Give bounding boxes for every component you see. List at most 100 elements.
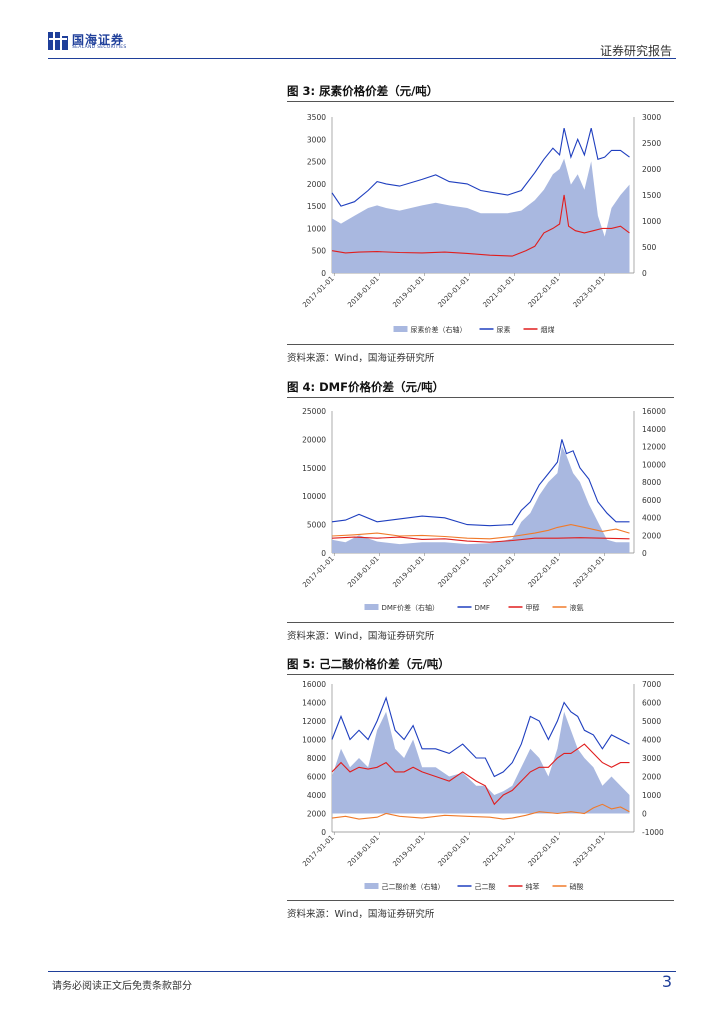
right-tick-label: 2000 <box>642 773 661 782</box>
figure-3-bottom-rule <box>287 344 674 345</box>
right-tick-label: 500 <box>642 243 657 252</box>
left-tick-label: 0 <box>321 549 326 558</box>
left-tick-label: 8000 <box>307 754 326 763</box>
x-tick-label: 2022-01-01 <box>527 555 561 589</box>
left-tick-label: 16000 <box>302 680 326 689</box>
left-tick-label: 15000 <box>302 464 326 473</box>
legend-label: 尿素 <box>497 325 511 334</box>
left-tick-label: 2000 <box>307 810 326 819</box>
figure-5-top-rule <box>287 674 674 675</box>
series-line <box>331 439 630 527</box>
right-tick-label: 4000 <box>642 514 661 523</box>
right-tick-label: 2000 <box>642 531 661 540</box>
figure-3-source: 资料来源：Wind，国海证券研究所 <box>287 353 435 364</box>
right-tick-label: 12000 <box>642 443 666 452</box>
right-tick-label: 3000 <box>642 754 661 763</box>
left-tick-label: 4000 <box>307 791 326 800</box>
right-tick-label: 16000 <box>642 407 666 416</box>
right-tick-label: 4000 <box>642 736 661 745</box>
legend-label: 液氨 <box>570 603 584 612</box>
series-line <box>331 803 630 820</box>
left-tick-label: 10000 <box>302 736 326 745</box>
right-tick-label: 0 <box>642 269 647 278</box>
right-tick-label: 0 <box>642 810 647 819</box>
series-line <box>331 696 630 778</box>
series-line <box>331 536 630 543</box>
right-tick-label: 7000 <box>642 680 661 689</box>
legend-label: 甲醇 <box>526 603 540 612</box>
x-tick-label: 2020-01-01 <box>436 834 470 868</box>
x-tick-label: 2021-01-01 <box>482 275 516 309</box>
legend-label: 己二酸 <box>475 882 496 891</box>
x-tick-label: 2018-01-01 <box>346 555 380 589</box>
figure-4-source: 资料来源：Wind，国海证券研究所 <box>287 631 435 642</box>
legend-swatch <box>364 883 379 889</box>
left-tick-label: 20000 <box>302 435 326 444</box>
figure-3-top-rule <box>287 101 674 102</box>
x-tick-label: 2023-01-01 <box>572 555 606 589</box>
logo-mark-icon <box>48 32 68 50</box>
figure-5-source: 资料来源：Wind，国海证券研究所 <box>287 909 435 920</box>
series-area <box>332 446 630 553</box>
disclaimer-text: 请务必阅读正文后免责条款部分 <box>52 981 192 992</box>
figure-4-chart: 0 5000 10000 15000 20000 25000 0 2000 4000 6000 80… <box>301 407 666 612</box>
legend-label: 纯苯 <box>526 882 540 891</box>
series-line <box>331 524 630 540</box>
right-tick-label: 6000 <box>642 699 661 708</box>
left-tick-label: 12000 <box>302 717 326 726</box>
right-tick-label: 1500 <box>642 191 661 200</box>
left-tick-label: 1500 <box>307 202 326 211</box>
left-tick-label: 14000 <box>302 699 326 708</box>
series-line <box>331 127 630 207</box>
right-tick-label: 1000 <box>642 791 661 800</box>
right-tick-label: -1000 <box>642 828 664 837</box>
x-tick-label: 2019-01-01 <box>391 834 425 868</box>
legend-swatch <box>393 326 408 332</box>
legend-label: 硝酸 <box>570 882 584 891</box>
right-tick-label: 10000 <box>642 460 666 469</box>
figure-4-top-rule <box>287 397 674 398</box>
left-tick-label: 2500 <box>307 158 326 167</box>
left-tick-label: 0 <box>321 269 326 278</box>
right-tick-label: 14000 <box>642 425 666 434</box>
x-tick-label: 2023-01-01 <box>572 275 606 309</box>
legend-swatch <box>364 604 379 610</box>
figure-4-bottom-rule <box>287 622 674 623</box>
x-tick-label: 2019-01-01 <box>391 275 425 309</box>
x-tick-label: 2017-01-01 <box>301 834 335 868</box>
x-tick-label: 2022-01-01 <box>527 834 561 868</box>
logo-english-text: SEALAND SECURITIES <box>72 45 127 50</box>
right-tick-label: 6000 <box>642 496 661 505</box>
legend-label: DMF <box>475 604 490 612</box>
footer-divider <box>48 971 676 972</box>
x-tick-label: 2020-01-01 <box>436 275 470 309</box>
right-tick-label: 2000 <box>642 165 661 174</box>
right-tick-label: 8000 <box>642 478 661 487</box>
left-tick-label: 6000 <box>307 773 326 782</box>
x-tick-label: 2020-01-01 <box>436 555 470 589</box>
right-tick-label: 3000 <box>642 113 661 122</box>
series-area <box>332 158 630 273</box>
legend-label: 己二酸价差（右轴） <box>382 882 445 891</box>
legend-label: DMF价差（右轴） <box>382 603 439 612</box>
series-line <box>331 743 630 806</box>
right-tick-label: 1000 <box>642 217 661 226</box>
x-tick-label: 2018-01-01 <box>346 834 380 868</box>
left-tick-label: 5000 <box>307 521 326 530</box>
page-number: 3 <box>661 972 672 991</box>
x-tick-label: 2021-01-01 <box>482 834 516 868</box>
left-tick-label: 25000 <box>302 407 326 416</box>
x-tick-label: 2021-01-01 <box>482 555 516 589</box>
figure-4-title: 图 4: DMF价格价差（元/吨） <box>287 380 445 394</box>
figure-5-bottom-rule <box>287 900 674 901</box>
left-tick-label: 1000 <box>307 224 326 233</box>
series-area <box>332 711 630 814</box>
x-tick-label: 2018-01-01 <box>346 275 380 309</box>
left-tick-label: 10000 <box>302 492 326 501</box>
x-tick-label: 2019-01-01 <box>391 555 425 589</box>
right-tick-label: 0 <box>642 549 647 558</box>
figure-3-chart: 0 500 1000 1500 2000 2500 3000 3500 0 500 1000 1500… <box>301 113 661 334</box>
right-tick-label: 2500 <box>642 139 661 148</box>
left-tick-label: 500 <box>312 247 327 256</box>
x-tick-label: 2022-01-01 <box>527 275 561 309</box>
